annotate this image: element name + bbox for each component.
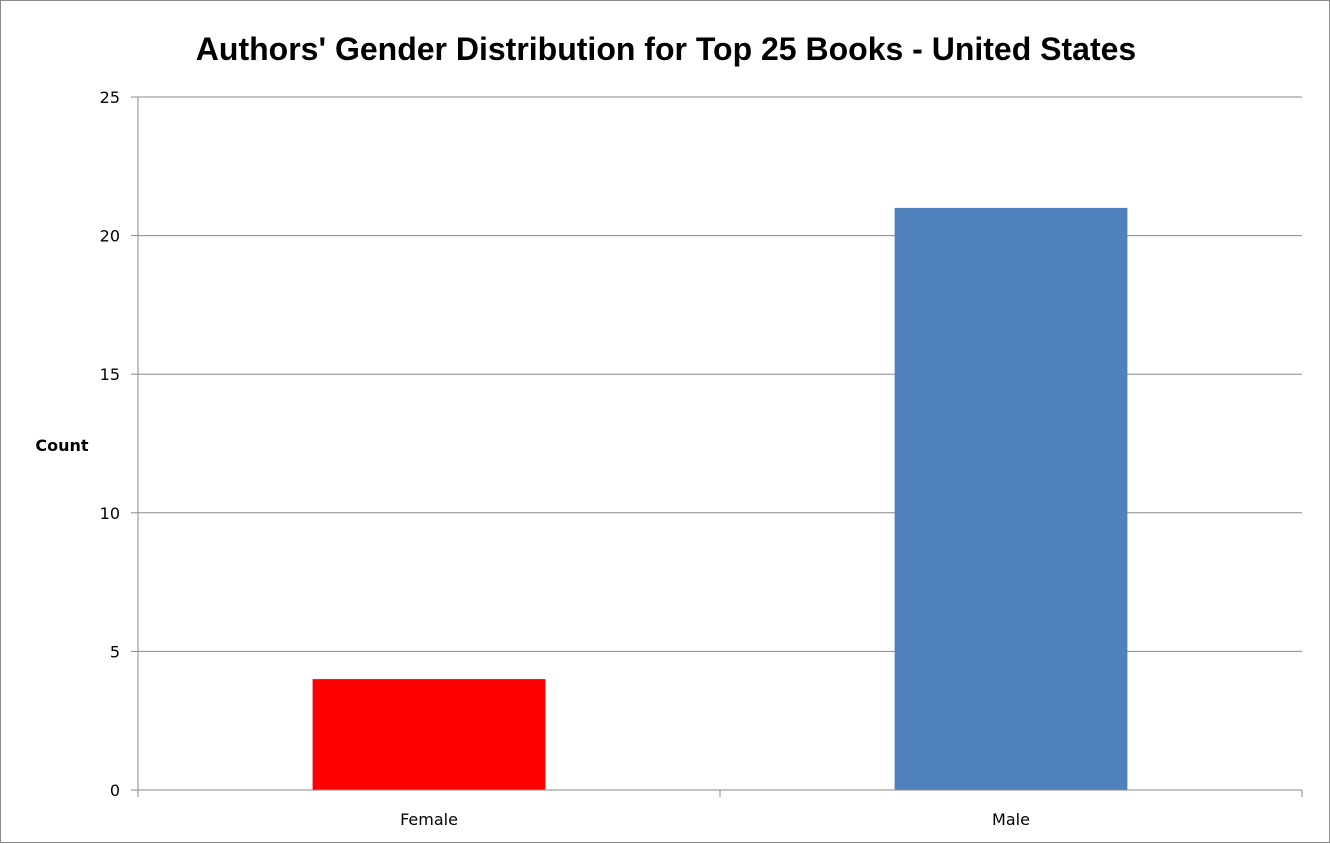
x-tick-label-female: Female: [400, 810, 458, 829]
y-tick-label-0: 0: [110, 781, 120, 800]
y-tick-label-10: 10: [100, 504, 120, 523]
y-tick-label-25: 25: [100, 88, 120, 107]
y-axis-label: Count: [35, 436, 89, 455]
y-tick-label-5: 5: [110, 642, 120, 661]
axes: [131, 96, 1303, 797]
bar-male: [894, 207, 1128, 790]
chart-title: Authors' Gender Distribution for Top 25 …: [196, 31, 1136, 67]
bars: [312, 207, 1128, 790]
tick-labels: 0 5 10 15 20 25 Female Male: [100, 88, 1030, 829]
bar-female: [312, 679, 546, 790]
x-tick-label-male: Male: [992, 810, 1030, 829]
y-tick-label-15: 15: [100, 365, 120, 384]
y-tick-label-20: 20: [100, 227, 120, 246]
